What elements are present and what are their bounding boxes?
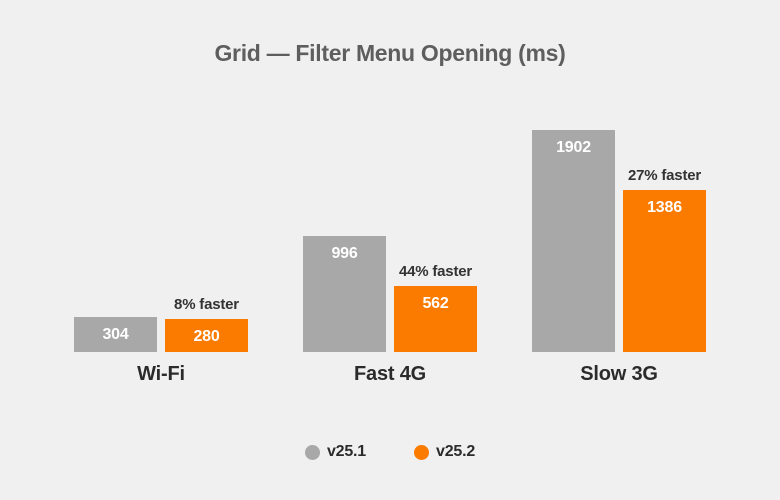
bar-v25-2: 27% faster 1386 <box>623 167 706 352</box>
bar-v25-1: 304 <box>74 317 157 352</box>
bar-group: 304 8% faster 280 Wi-Fi <box>74 296 248 385</box>
bar-group: 996 44% faster 562 Fast 4G <box>303 236 477 385</box>
legend-label: v25.1 <box>326 443 366 460</box>
legend: v25.1 v25.2 <box>0 443 780 461</box>
legend-item: v25.1 <box>304 443 366 461</box>
bar-v25-1: 996 <box>303 236 386 352</box>
category-label: Fast 4G <box>354 363 426 385</box>
improvement-label: 27% faster <box>627 167 702 184</box>
category-label: Wi-Fi <box>137 363 185 385</box>
legend-label: v25.2 <box>436 443 476 460</box>
bar-value-label: 1386 <box>647 199 682 216</box>
bar-value-label: 304 <box>102 326 129 343</box>
bar-v25-1: 1902 <box>532 130 615 352</box>
bar-value-label: 996 <box>331 245 358 262</box>
bar-v25-2: 44% faster 562 <box>394 263 477 352</box>
bar-group: 1902 27% faster 1386 Slow 3G <box>532 130 706 385</box>
category-label: Slow 3G <box>580 363 658 385</box>
bar-value-label: 562 <box>422 295 449 312</box>
bar-value-label: 1902 <box>556 139 591 156</box>
bar-v25-2: 8% faster 280 <box>165 296 248 352</box>
legend-item: v25.2 <box>414 443 475 461</box>
chart-area: 304 8% faster 280 Wi-Fi 996 44% faster 5… <box>0 130 780 385</box>
legend-marker-icon <box>304 444 320 460</box>
improvement-label: 8% faster <box>174 296 239 313</box>
legend-marker-icon <box>414 444 429 460</box>
improvement-label: 44% faster <box>398 263 473 280</box>
chart-title: Grid — Filter Menu Opening (ms) <box>214 40 566 66</box>
bar-value-label: 280 <box>193 328 220 345</box>
